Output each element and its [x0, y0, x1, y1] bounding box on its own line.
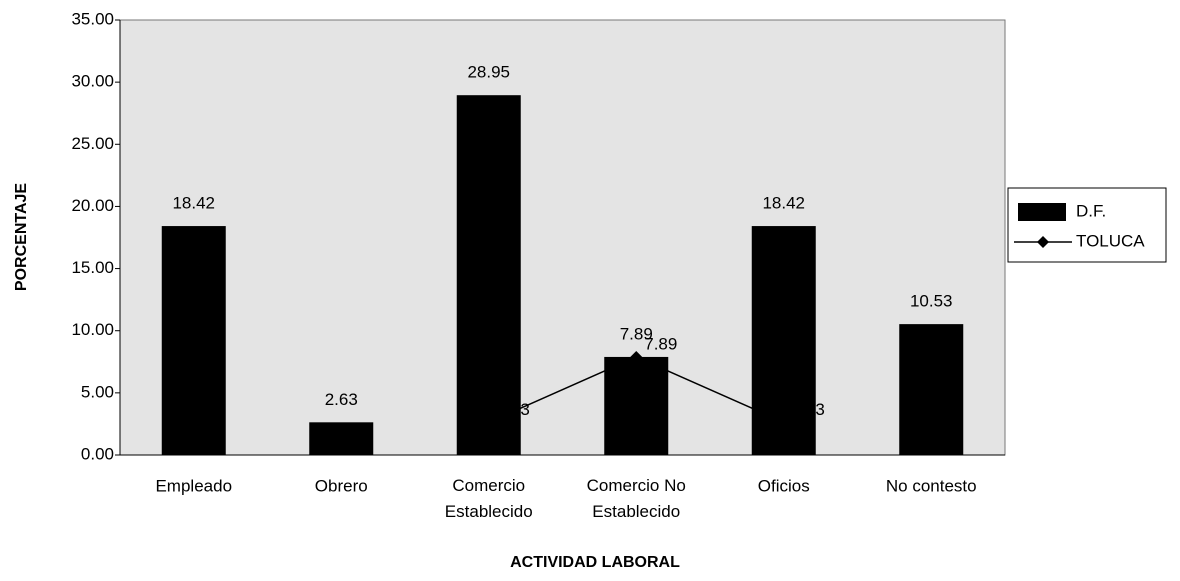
x-tick-label: Comercio Establecido — [445, 476, 533, 521]
y-tick-label: 5.00 — [81, 382, 114, 401]
plot-area — [119, 19, 1006, 456]
legend-marker — [1037, 236, 1049, 248]
data-label: 7.89 — [620, 324, 653, 343]
bar — [456, 95, 521, 455]
legend-label: TOLUCA — [1076, 231, 1145, 250]
y-tick-label: 25.00 — [71, 134, 114, 153]
marker — [482, 416, 495, 429]
y-tick-label: 20.00 — [71, 196, 114, 215]
x-tick-label: Obrero — [315, 476, 368, 495]
marker — [777, 416, 790, 429]
bar — [161, 226, 226, 455]
y-tick-label: 15.00 — [71, 258, 114, 277]
x-tick-label: Oficios — [758, 476, 810, 495]
y-tick-label: 0.00 — [81, 444, 114, 463]
data-label: 2.63 — [497, 400, 530, 419]
x-tick-label: No contesto — [886, 476, 977, 495]
data-label: 18.42 — [762, 194, 805, 213]
marker — [630, 350, 643, 363]
y-axis-title: PORCENTAJE — [13, 183, 30, 291]
data-label: 7.89 — [644, 334, 677, 353]
y-tick-label: 30.00 — [71, 72, 114, 91]
legend-swatch — [1018, 203, 1066, 221]
data-label: 18.42 — [172, 194, 215, 213]
y-tick-label: 10.00 — [71, 320, 114, 339]
data-label: 10.53 — [910, 292, 953, 311]
x-tick-label: Comercio No Establecido — [587, 476, 686, 521]
bar — [899, 324, 964, 455]
bar — [604, 356, 669, 455]
data-label: 28.95 — [467, 63, 510, 82]
x-axis-title: ACTIVIDAD LABORAL — [510, 554, 680, 571]
data-label: 2.63 — [325, 390, 358, 409]
data-label: 2.63 — [792, 400, 825, 419]
bar — [309, 422, 374, 455]
legend — [1007, 187, 1167, 263]
x-tick-label: Empleado — [155, 476, 232, 495]
legend-label: D.F. — [1076, 201, 1106, 220]
y-tick-label: 35.00 — [71, 9, 114, 28]
